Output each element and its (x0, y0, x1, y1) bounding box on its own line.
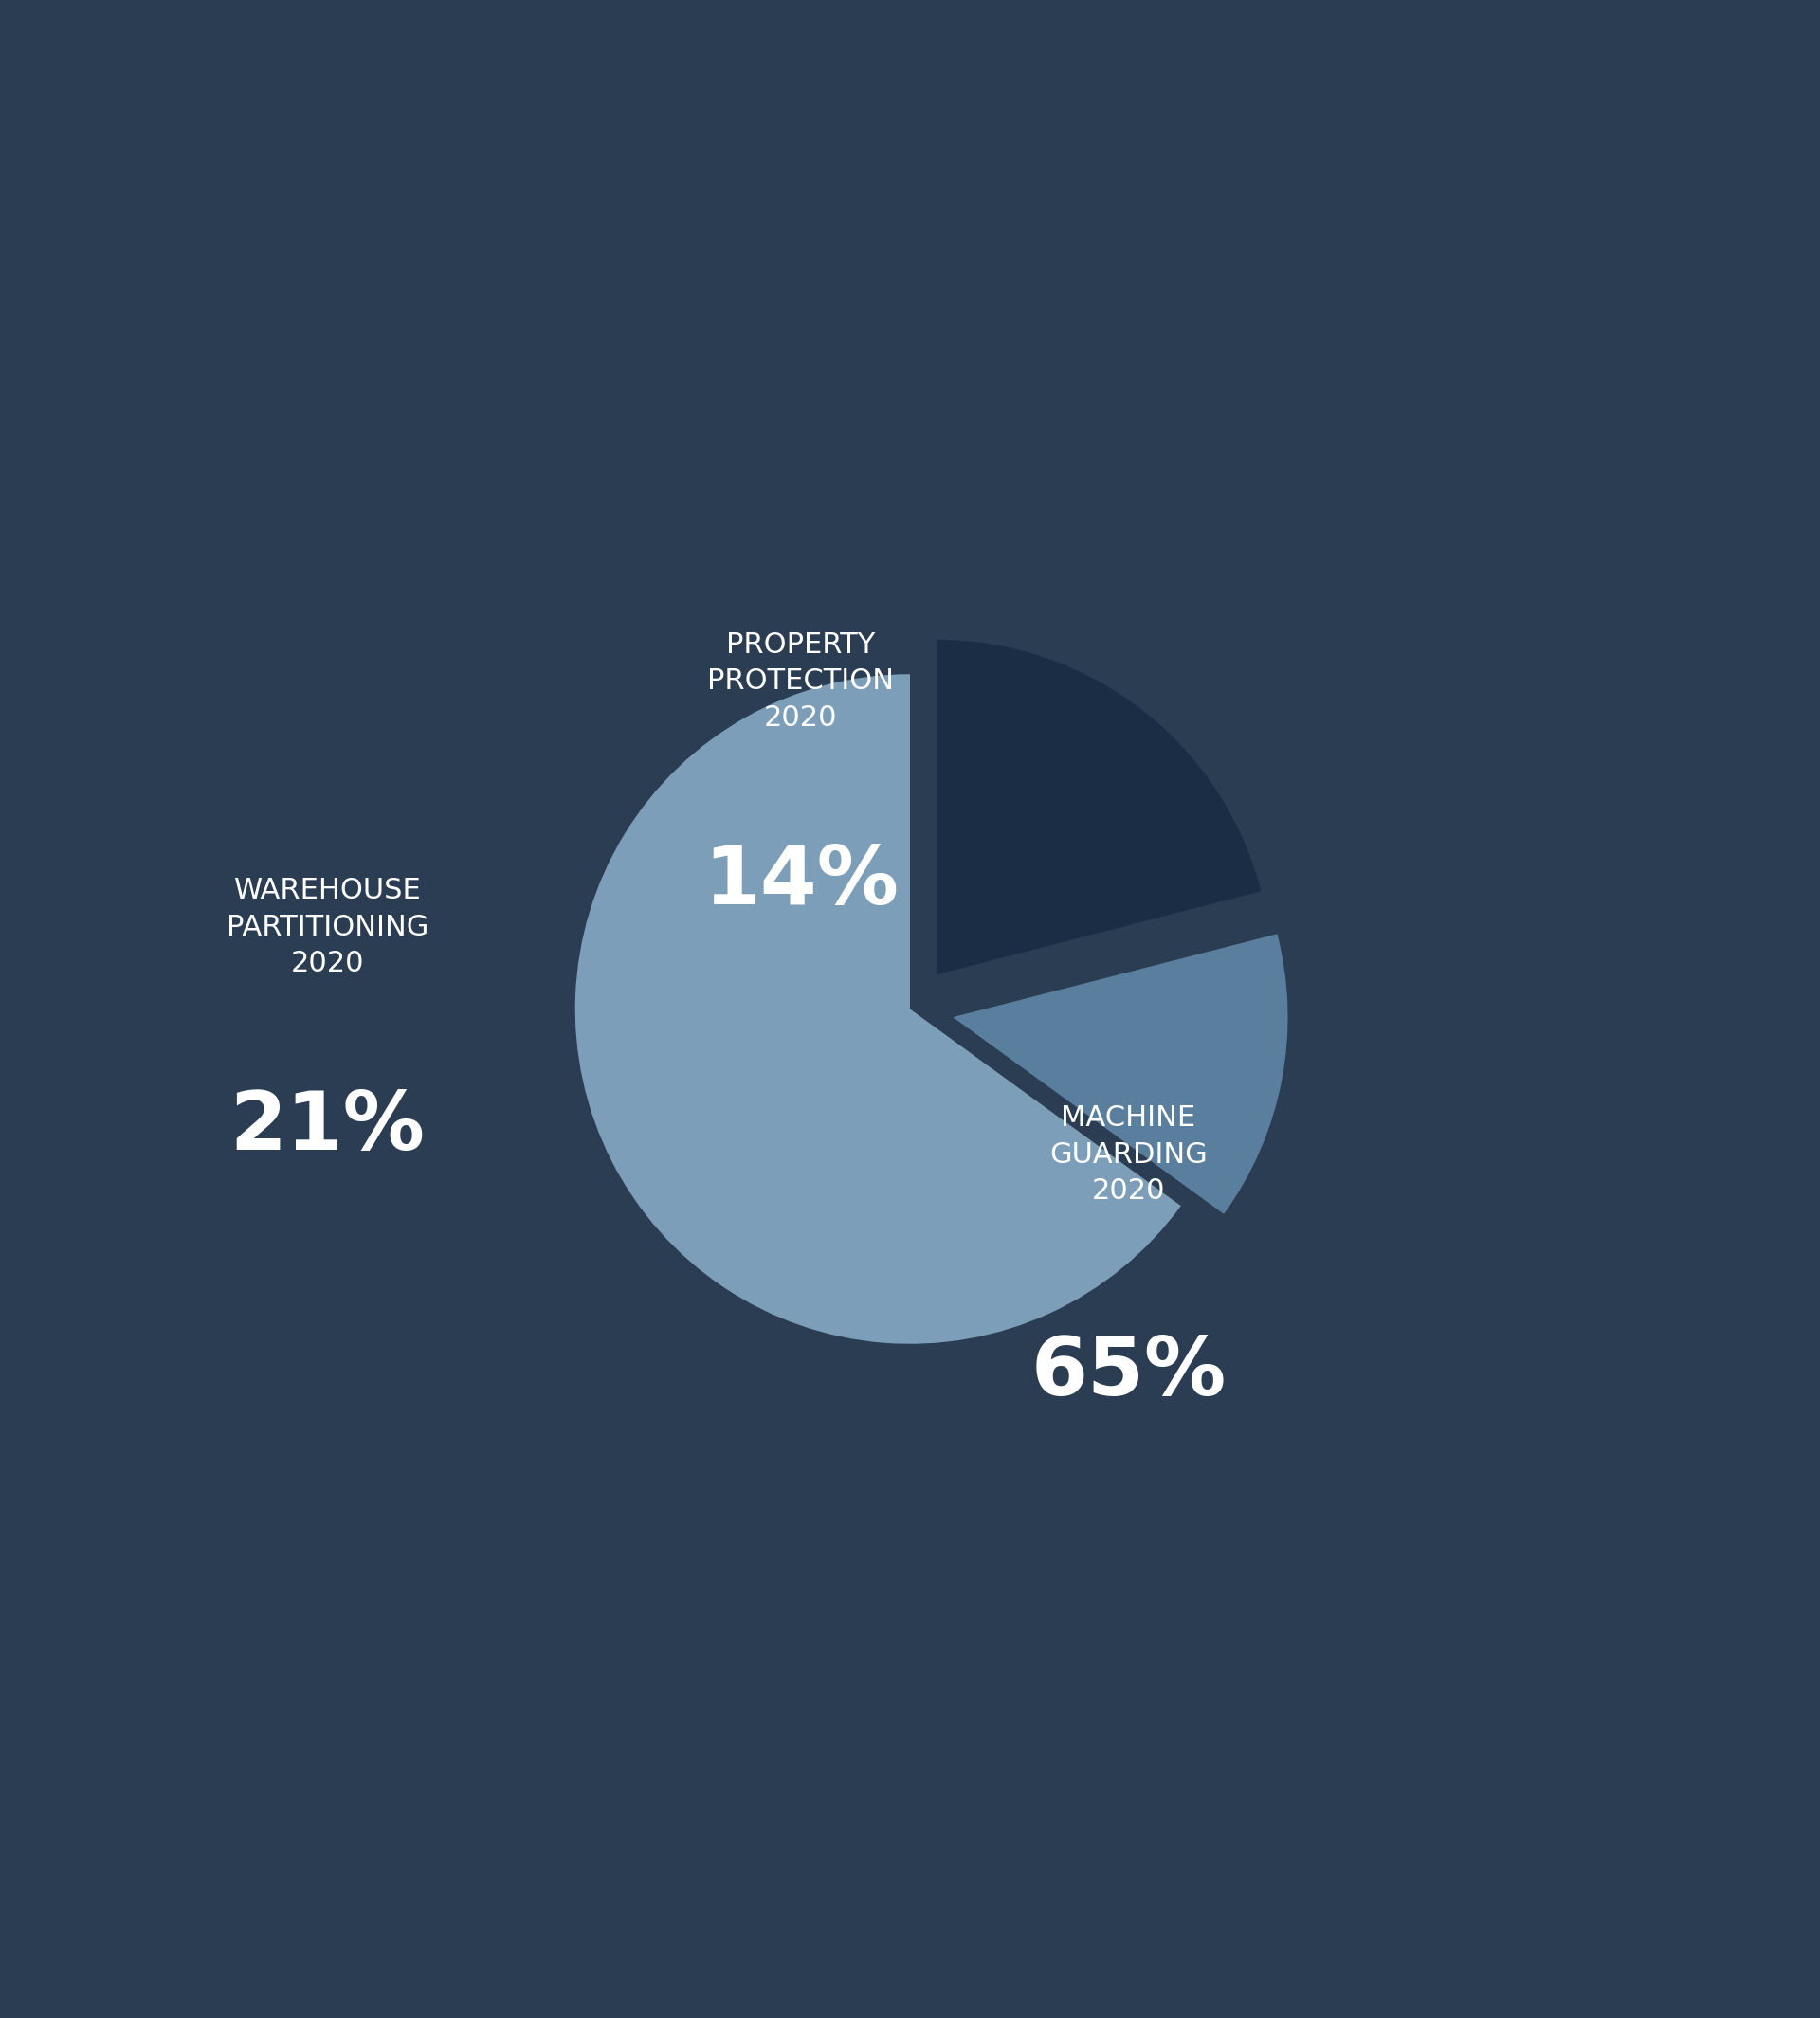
Wedge shape (954, 934, 1289, 1215)
Text: PROPERTY
PROTECTION
2020: PROPERTY PROTECTION 2020 (708, 632, 894, 731)
Wedge shape (575, 674, 1181, 1344)
Text: 14%: 14% (703, 842, 899, 920)
Text: WAREHOUSE
PARTITIONING
2020: WAREHOUSE PARTITIONING 2020 (226, 878, 430, 977)
Text: MACHINE
GUARDING
2020: MACHINE GUARDING 2020 (1050, 1104, 1207, 1205)
Text: 21%: 21% (229, 1088, 426, 1166)
Wedge shape (937, 640, 1261, 975)
Text: 65%: 65% (1030, 1334, 1227, 1413)
